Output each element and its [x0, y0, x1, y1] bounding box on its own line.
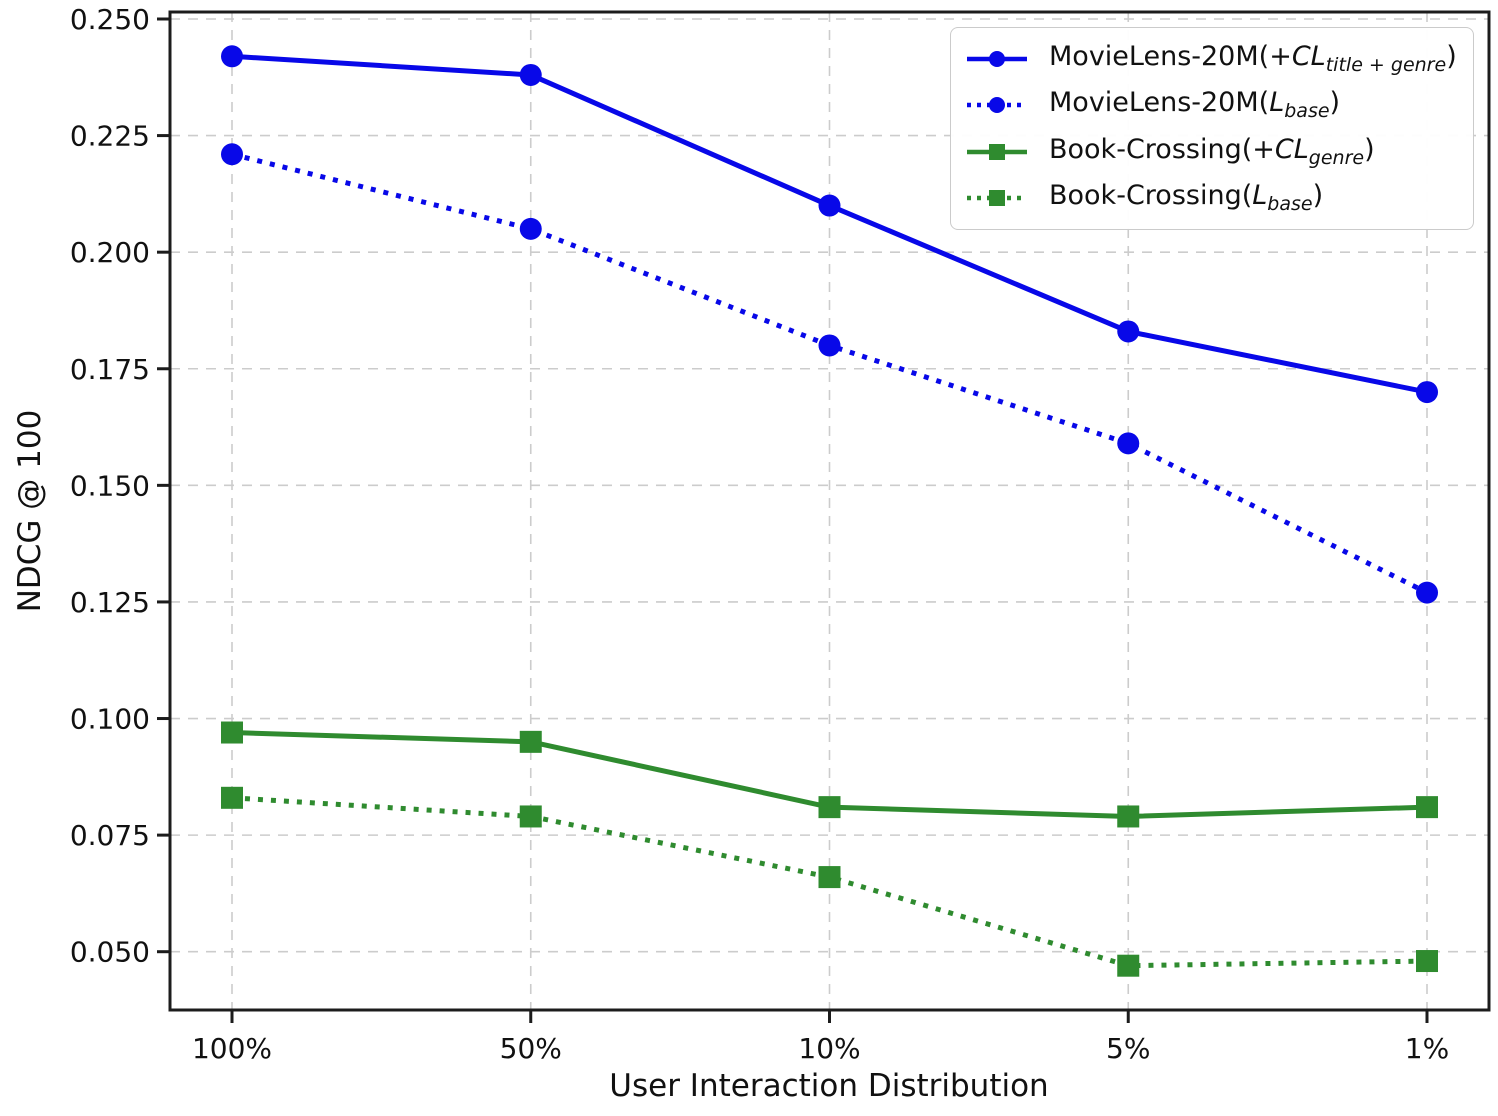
legend-label-part: )	[1329, 87, 1341, 119]
legend-label: Book-Crossing(Lbase)	[1049, 182, 1323, 214]
data-point	[818, 334, 841, 357]
y-axis-title: NDCG @ 100	[12, 409, 48, 613]
legend-label: Book-Crossing(+CLgenre)	[1049, 136, 1375, 168]
legend-label-part: )	[1312, 179, 1324, 211]
data-point	[1117, 320, 1140, 343]
y-tick-label: 0.100	[70, 703, 150, 736]
data-point	[221, 786, 243, 809]
data-point	[519, 63, 542, 86]
legend-item-1: MovieLens-20M(Lbase)	[965, 89, 1463, 121]
x-tick-label: 50%	[500, 1032, 562, 1065]
data-point	[1117, 954, 1140, 977]
data-point	[1416, 581, 1438, 604]
legend-label: MovieLens-20M(+CLtitle + genre)	[1049, 43, 1457, 75]
data-point	[1117, 432, 1140, 455]
legend-label-part: base	[1284, 100, 1330, 123]
legend-label-part: CL	[1291, 41, 1326, 73]
y-tick-label: 0.050	[70, 936, 150, 969]
x-tick-label: 5%	[1106, 1032, 1150, 1065]
data-point	[1416, 381, 1438, 404]
legend-swatch-solid-square	[967, 143, 1027, 160]
legend-label-part: MovieLens-20M(	[1049, 87, 1270, 119]
legend-swatch-dotted-circle	[967, 97, 1027, 114]
legend-swatch-solid-circle	[967, 51, 1027, 68]
y-tick-label: 0.200	[70, 236, 150, 269]
legend: MovieLens-20M(+CLtitle + genre) MovieLens…	[950, 27, 1474, 230]
legend-label-part: Book-Crossing(+	[1049, 133, 1275, 165]
legend-item-2: Book-Crossing(+CLgenre)	[965, 136, 1463, 168]
y-tick-label: 0.175	[70, 353, 150, 386]
legend-label-part: MovieLens-20M(+	[1049, 41, 1292, 73]
x-tick-label: 1%	[1405, 1032, 1449, 1065]
y-tick-label: 0.225	[70, 120, 150, 153]
y-tick-label: 0.125	[70, 586, 150, 619]
legend-label-part: base	[1267, 192, 1313, 215]
data-point	[519, 217, 542, 240]
legend-item-0: MovieLens-20M(+CLtitle + genre)	[965, 43, 1463, 75]
legend-marker-sample	[989, 97, 1005, 114]
data-point	[519, 730, 542, 753]
legend-marker-sample	[989, 143, 1005, 160]
legend-label-part: genre	[1308, 146, 1365, 169]
legend-swatch-dotted-square	[967, 189, 1027, 206]
x-axis-title: User Interaction Distribution	[609, 1068, 1049, 1104]
data-point	[818, 194, 841, 217]
legend-label-part: L	[1269, 87, 1285, 119]
data-point	[1416, 950, 1438, 973]
legend-label-part: )	[1364, 133, 1375, 165]
legend-label: MovieLens-20M(Lbase)	[1049, 89, 1340, 121]
legend-label-part: L	[1252, 179, 1268, 211]
x-tick-label: 100%	[192, 1032, 272, 1065]
x-tick-label: 10%	[798, 1032, 860, 1065]
data-point	[519, 805, 542, 828]
y-tick-label: 0.250	[70, 3, 150, 36]
legend-label-part: Book-Crossing(	[1049, 179, 1253, 211]
legend-label-part: CL	[1274, 133, 1309, 165]
legend-item-3: Book-Crossing(Lbase)	[965, 182, 1463, 214]
series-line-3	[231, 795, 1428, 969]
data-point	[221, 45, 243, 68]
data-point	[1117, 805, 1140, 828]
data-point	[1416, 796, 1438, 819]
data-point	[221, 143, 243, 166]
legend-marker-sample	[989, 189, 1005, 206]
legend-label-part: title + genre	[1325, 54, 1447, 77]
legend-marker-sample	[989, 51, 1005, 68]
data-point	[818, 796, 841, 819]
y-tick-label: 0.075	[70, 819, 150, 852]
y-tick-label: 0.150	[70, 469, 150, 502]
data-point	[818, 866, 841, 889]
legend-label-part: )	[1446, 41, 1457, 73]
data-point	[221, 721, 243, 744]
